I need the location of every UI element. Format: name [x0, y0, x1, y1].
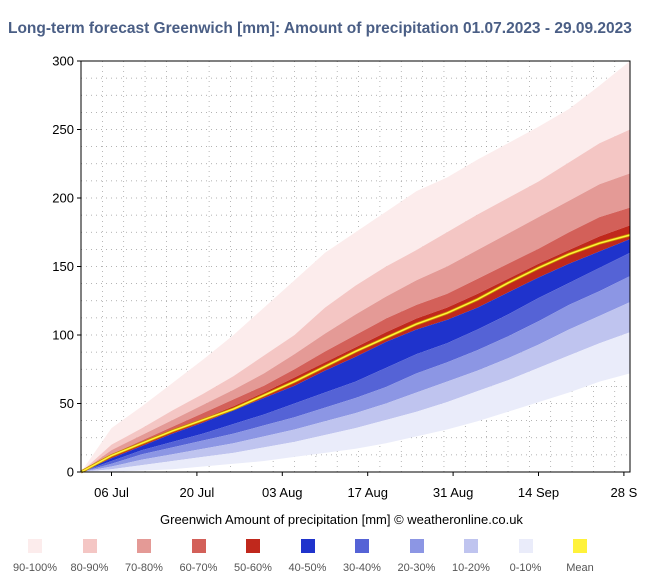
y-tick-label: 100 [52, 328, 74, 343]
chart-title: Long-term forecast Greenwich [mm]: Amoun… [8, 20, 632, 37]
mean-line [80, 234, 631, 473]
legend-label: 20-30% [397, 562, 436, 574]
y-tick-label: 250 [52, 122, 74, 137]
legend-swatch [300, 539, 315, 553]
x-tick-label: 20 Jul [180, 485, 215, 500]
y-tick-label: 150 [52, 259, 74, 274]
legend-swatch [573, 539, 587, 553]
legend-item: 20-30% [392, 535, 442, 574]
legend-label: 0-10% [509, 562, 542, 574]
y-axis-ticks: 0 50 100 150 200 250 300 [52, 54, 81, 480]
band-80-90% [81, 129, 630, 472]
legend-swatch [28, 539, 42, 553]
legend-label: 70-80% [125, 562, 163, 574]
y-tick-label: 300 [52, 54, 74, 69]
x-tick-label: 03 Aug [262, 485, 303, 500]
legend-item: 60-70% [174, 535, 224, 574]
band-70-80% [81, 173, 630, 472]
y-tick-label: 50 [60, 396, 74, 411]
legend-swatch [246, 539, 260, 553]
x-axis-ticks: 06 Jul 20 Jul 03 Aug 17 Aug 31 Aug 14 Sep 28 S [94, 472, 638, 500]
legend-label: 30-40% [343, 562, 381, 574]
band-50-60% [81, 225, 630, 472]
x-tick-label: 06 Jul [94, 485, 129, 500]
legend-label: 80-90% [70, 562, 109, 574]
legend-item: 30-40% [337, 535, 387, 574]
legend-item: 70-80% [119, 535, 169, 574]
legend: 90-100% 80-90% 70-80% 60-70% 50-60% 40-50% 30-… [0, 535, 651, 582]
legend-swatch [518, 539, 533, 553]
x-tick-label: 31 Aug [433, 485, 474, 500]
percentile-bands [81, 61, 630, 472]
x-tick-label: 14 Sep [518, 485, 559, 500]
legend-item: 40-50% [283, 535, 333, 574]
chart-credit: Greenwich Amount of precipitation [mm] ©… [160, 512, 523, 527]
legend-label: Mean [566, 562, 594, 574]
legend-swatch [191, 539, 206, 553]
band-60-70% [81, 207, 630, 472]
legend-item: Mean [555, 535, 605, 574]
legend-item: 90-100% [10, 535, 60, 574]
x-tick-label: 28 S [611, 485, 638, 500]
legend-label: 60-70% [179, 562, 218, 574]
precipitation-chart: 0 50 100 150 200 250 300 06 Jul 20 Jul 03 Aug 17 … [52, 54, 638, 501]
legend-swatch [82, 539, 97, 553]
legend-item: 10-20% [446, 535, 496, 574]
legend-swatch [355, 539, 369, 553]
band-90-100% [81, 61, 630, 472]
band-40-50% [81, 239, 630, 472]
y-tick-label: 200 [52, 191, 74, 206]
legend-swatch [409, 539, 424, 553]
legend-item: 80-90% [65, 535, 115, 574]
legend-item: 50-60% [228, 535, 278, 574]
legend-swatch [137, 539, 151, 553]
mean-line-layer [80, 233, 631, 474]
legend-label: 10-20% [452, 562, 490, 574]
legend-label: 50-60% [234, 562, 272, 574]
band-0-10% [81, 332, 630, 472]
legend-label: 90-100% [12, 562, 58, 574]
legend-item: 0-10% [501, 535, 551, 574]
x-tick-label: 17 Aug [347, 485, 388, 500]
legend-swatch [464, 539, 478, 553]
legend-label: 40-50% [288, 562, 327, 574]
y-tick-label: 0 [67, 465, 74, 480]
